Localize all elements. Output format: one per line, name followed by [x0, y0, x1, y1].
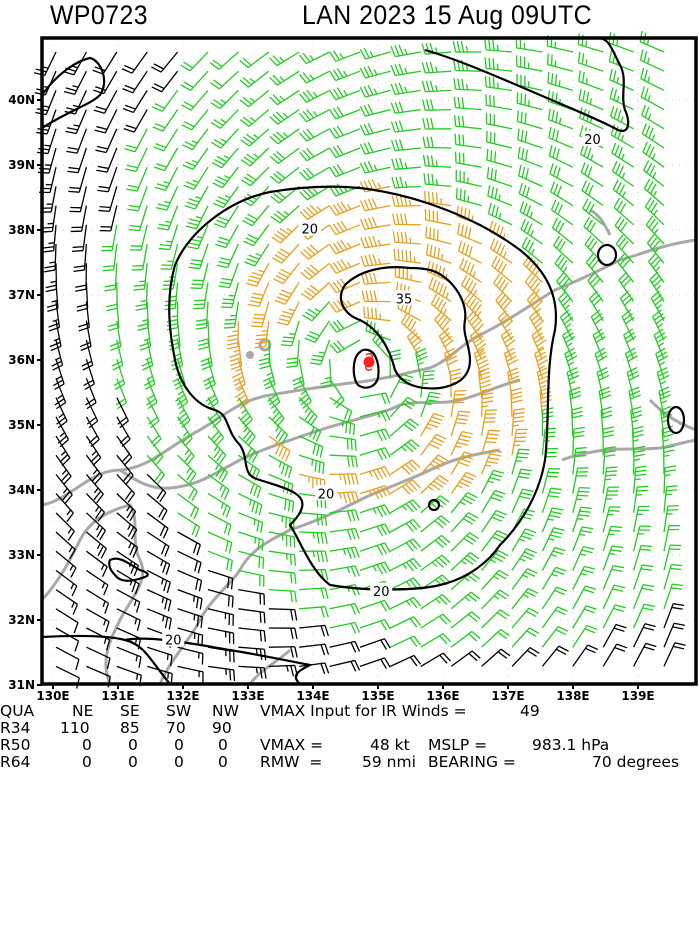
mslp-value: 983.1 hPa — [532, 737, 609, 754]
rmw-label: RMW = — [260, 754, 322, 771]
contour-label: 35 — [396, 292, 413, 307]
wind-barbs — [34, 31, 686, 689]
bearing-value: 70 degrees — [592, 754, 679, 771]
x-tick-label: 135E — [361, 689, 394, 700]
x-tick-label: 130E — [36, 689, 69, 700]
contour-label: 20 — [318, 487, 335, 502]
r50-sw: 0 — [174, 737, 184, 754]
mslp-label: MSLP = — [428, 737, 487, 754]
r50-se: 0 — [128, 737, 138, 754]
x-axis: 130E 131E 132E 133E 134E 135E 136E 137E 138E 139E — [36, 684, 654, 700]
vmax-input-value: 49 — [520, 703, 540, 720]
x-tick-label: 132E — [166, 689, 199, 700]
x-tick-label: 133E — [231, 689, 264, 700]
contour-label: 20 — [301, 223, 318, 238]
y-tick-label: 38N — [8, 223, 35, 237]
x-tick-label: 134E — [296, 689, 329, 700]
storm-parameters-table: QUA NE SE SW NW VMAX Input for IR Winds … — [0, 703, 699, 771]
r64-label: R64 — [0, 754, 31, 771]
wind-barb-map: 20 20 20 20 20 35 31N 32N 33N 34N 35N 36N 37N 38N 39N… — [0, 0, 699, 700]
storm-center-marker — [364, 354, 375, 370]
x-tick-label: 138E — [556, 689, 589, 700]
r50-ne: 0 — [82, 737, 92, 754]
y-tick-label: 40N — [8, 93, 35, 107]
y-tick-label: 32N — [8, 613, 35, 627]
contour-label: 20 — [373, 585, 390, 600]
col-se: SE — [120, 703, 140, 720]
col-sw: SW — [166, 703, 191, 720]
contour-label: 20 — [584, 133, 601, 148]
y-tick-label: 34N — [8, 483, 35, 497]
col-nw: NW — [212, 703, 239, 720]
x-tick-label: 136E — [426, 689, 459, 700]
y-tick-label: 39N — [8, 158, 35, 172]
r64-row: R64 0 0 0 0 RMW = 59 nmi BEARING = 70 de… — [0, 754, 699, 771]
r34-se: 85 — [120, 720, 140, 737]
r64-ne: 0 — [82, 754, 92, 771]
vmax-label: VMAX = — [260, 737, 323, 754]
y-tick-label: 35N — [8, 418, 35, 432]
qua-label: QUA — [0, 703, 34, 720]
col-ne: NE — [72, 703, 93, 720]
x-tick-label: 139E — [621, 689, 654, 700]
r64-nw: 0 — [218, 754, 228, 771]
vmax-value: 48 kt — [370, 737, 410, 754]
r34-row: R34 110 85 70 90 — [0, 720, 699, 737]
r34-nw: 90 — [212, 720, 232, 737]
x-tick-label: 137E — [491, 689, 524, 700]
bearing-label: BEARING = — [428, 754, 516, 771]
r34-sw: 70 — [166, 720, 186, 737]
y-tick-label: 33N — [8, 548, 35, 562]
tropical-cyclone-icon — [364, 357, 375, 368]
x-tick-label: 131E — [101, 689, 134, 700]
r64-se: 0 — [128, 754, 138, 771]
y-tick-label: 31N — [8, 678, 35, 692]
r34-ne: 110 — [60, 720, 90, 737]
rmw-value: 59 nmi — [362, 754, 416, 771]
vmax-input-label: VMAX Input for IR Winds = — [260, 703, 467, 720]
footer-header-row: QUA NE SE SW NW VMAX Input for IR Winds … — [0, 703, 699, 720]
r50-nw: 0 — [218, 737, 228, 754]
r34-label: R34 — [0, 720, 31, 737]
r50-label: R50 — [0, 737, 31, 754]
r64-sw: 0 — [174, 754, 184, 771]
y-tick-label: 36N — [8, 353, 35, 367]
r50-row: R50 0 0 0 0 VMAX = 48 kt MSLP = 983.1 hP… — [0, 737, 699, 754]
contour-label: 20 — [165, 634, 182, 649]
y-tick-label: 37N — [8, 288, 35, 302]
y-axis: 31N 32N 33N 34N 35N 36N 37N 38N 39N 40N — [8, 93, 42, 692]
